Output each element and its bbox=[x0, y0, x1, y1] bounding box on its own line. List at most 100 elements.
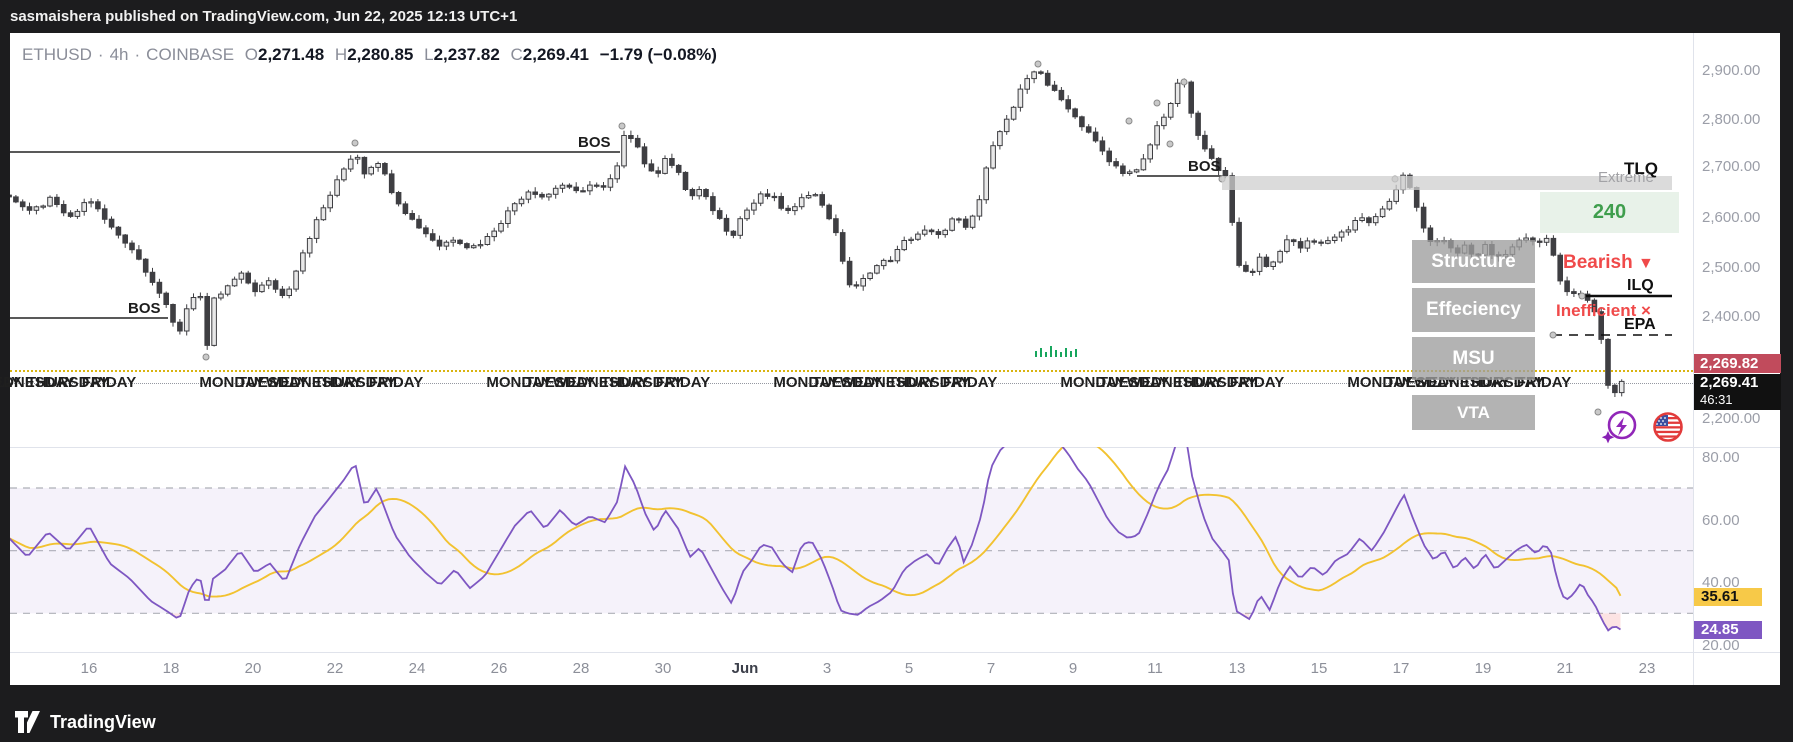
time-tick: 28 bbox=[572, 660, 590, 677]
time-tick: 18 bbox=[162, 660, 180, 677]
info-box-msu: MSU bbox=[1412, 337, 1535, 380]
tlq-label: TLQ bbox=[1624, 159, 1658, 178]
price-tick: 2,900.00 bbox=[1702, 62, 1761, 79]
last-price-line bbox=[10, 383, 1693, 384]
day-of-week-label: TUESDAY bbox=[0, 374, 22, 391]
day-of-week-label: MONDAY bbox=[1347, 374, 1413, 391]
time-tick: 26 bbox=[490, 660, 508, 677]
last-price-label: 2,269.41 46:31 bbox=[1694, 374, 1781, 410]
epa-label: EPA bbox=[1624, 316, 1656, 333]
day-of-week-label: THURSDAY bbox=[27, 374, 109, 391]
time-tick: 5 bbox=[904, 660, 914, 677]
time-tick: 3 bbox=[822, 660, 832, 677]
rsi-ma-value-label: 35.61 bbox=[1694, 588, 1762, 606]
indicator-price-line bbox=[10, 370, 1693, 372]
low-value: 2,237.82 bbox=[433, 45, 500, 64]
inefficient-label: Inefficient × bbox=[1556, 301, 1651, 320]
time-tick: 23 bbox=[1638, 660, 1656, 677]
info-box-structure: Structure bbox=[1412, 240, 1535, 283]
day-of-week-label: MONDAY bbox=[199, 374, 265, 391]
day-of-week-label: MONDAY bbox=[773, 374, 839, 391]
bearish-label: Bearish ▼ bbox=[1563, 252, 1654, 273]
extreme-label: Extreme bbox=[1598, 169, 1654, 186]
bos-label: BOS bbox=[578, 134, 611, 151]
publish-bar: sasmaishera published on TradingView.com… bbox=[0, 0, 1793, 33]
info-box-effeciency: Effeciency bbox=[1412, 288, 1535, 332]
day-of-week-label: WEDNESDAY bbox=[552, 374, 650, 391]
tradingview-logo[interactable]: TradingView bbox=[14, 710, 156, 734]
day-of-week-label: WEDNESDAY bbox=[265, 374, 363, 391]
day-of-week-label: THURSDAY bbox=[601, 374, 683, 391]
tradingview-logo-icon bbox=[15, 711, 40, 733]
ai-lightning-icon bbox=[1601, 410, 1637, 444]
price-tick: 2,500.00 bbox=[1702, 259, 1761, 276]
time-tick: 7 bbox=[986, 660, 996, 677]
day-of-week-label: FRIDAY bbox=[942, 374, 998, 391]
price-tick: 2,200.00 bbox=[1702, 410, 1761, 427]
rsi-tick: 80.00 bbox=[1702, 449, 1740, 466]
day-of-week-label: WEDNESDAY bbox=[839, 374, 937, 391]
day-of-week-label: THURSDAY bbox=[314, 374, 396, 391]
time-tick: 24 bbox=[408, 660, 426, 677]
extreme-supply-zone bbox=[1222, 176, 1672, 190]
bos-label: BOS bbox=[1188, 158, 1221, 175]
day-of-week-label: THURSDAY bbox=[888, 374, 970, 391]
price-tick: 2,400.00 bbox=[1702, 308, 1761, 325]
day-of-week-label: FRIDAY bbox=[655, 374, 711, 391]
info-box-vta: VTA bbox=[1412, 395, 1535, 430]
day-of-week-label: TUESDAY bbox=[1098, 374, 1170, 391]
change-value: −1.79 (−0.08%) bbox=[599, 45, 717, 64]
bar-countdown: 46:31 bbox=[1700, 392, 1733, 407]
time-tick: 13 bbox=[1228, 660, 1246, 677]
time-tick: 16 bbox=[80, 660, 98, 677]
us-flag-icon bbox=[1653, 412, 1683, 442]
pane-divider[interactable] bbox=[10, 447, 1780, 448]
day-of-week-label: FRIDAY bbox=[81, 374, 137, 391]
time-tick: 21 bbox=[1556, 660, 1574, 677]
day-of-week-label: TUESDAY bbox=[524, 374, 596, 391]
day-of-week-label: TUESDAY bbox=[811, 374, 883, 391]
rsi-tick: 20.00 bbox=[1702, 637, 1740, 654]
day-of-week-label: WEDNESDAY bbox=[0, 374, 76, 391]
exchange: COINBASE bbox=[146, 45, 235, 64]
rsi-tick: 60.00 bbox=[1702, 512, 1740, 529]
time-tick: 30 bbox=[654, 660, 672, 677]
high-value: 2,280.85 bbox=[347, 45, 414, 64]
time-tick: Jun bbox=[731, 660, 759, 677]
publish-text: sasmaishera published on TradingView.com… bbox=[10, 8, 518, 25]
candlestick-plot[interactable] bbox=[10, 33, 1693, 447]
time-tick: 20 bbox=[244, 660, 262, 677]
price-tick: 2,600.00 bbox=[1702, 209, 1761, 226]
day-of-week-label: FRIDAY bbox=[1229, 374, 1285, 391]
time-axis-divider bbox=[10, 652, 1780, 653]
indicator-price-label: 2,269.82 bbox=[1694, 354, 1781, 373]
day-of-week-label: WEDNESDAY bbox=[1126, 374, 1224, 391]
day-of-week-label: THURSDAY bbox=[1175, 374, 1257, 391]
bos-label: BOS bbox=[128, 300, 161, 317]
rsi-value-label: 24.85 bbox=[1694, 621, 1762, 639]
time-tick: 17 bbox=[1392, 660, 1410, 677]
price-tick: 2,700.00 bbox=[1702, 158, 1761, 175]
day-of-week-label: FRIDAY bbox=[368, 374, 424, 391]
interval[interactable]: 4h bbox=[109, 45, 129, 64]
down-triangle-icon: ▼ bbox=[1637, 255, 1654, 272]
close-value: 2,269.41 bbox=[522, 45, 589, 64]
time-tick: 19 bbox=[1474, 660, 1492, 677]
rsi-plot[interactable] bbox=[10, 447, 1693, 652]
price-tick: 2,800.00 bbox=[1702, 111, 1761, 128]
day-of-week-label: MONDAY bbox=[486, 374, 552, 391]
time-tick: 15 bbox=[1310, 660, 1328, 677]
time-tick: 9 bbox=[1068, 660, 1078, 677]
time-tick: 22 bbox=[326, 660, 344, 677]
ohlc-header: ETHUSD · 4h · COINBASE O2,271.48 H2,280.85 L… bbox=[22, 45, 717, 64]
green-240-box: 240 bbox=[1540, 192, 1679, 233]
time-tick: 11 bbox=[1147, 660, 1163, 677]
day-of-week-label: MONDAY bbox=[1060, 374, 1126, 391]
rsi-tick: 40.00 bbox=[1702, 574, 1740, 591]
open-value: 2,271.48 bbox=[258, 45, 325, 64]
ilq-label: ILQ bbox=[1627, 277, 1654, 294]
price-axis-divider bbox=[1693, 33, 1694, 685]
symbol-name[interactable]: ETHUSD bbox=[22, 45, 92, 64]
day-of-week-label: TUESDAY bbox=[237, 374, 309, 391]
